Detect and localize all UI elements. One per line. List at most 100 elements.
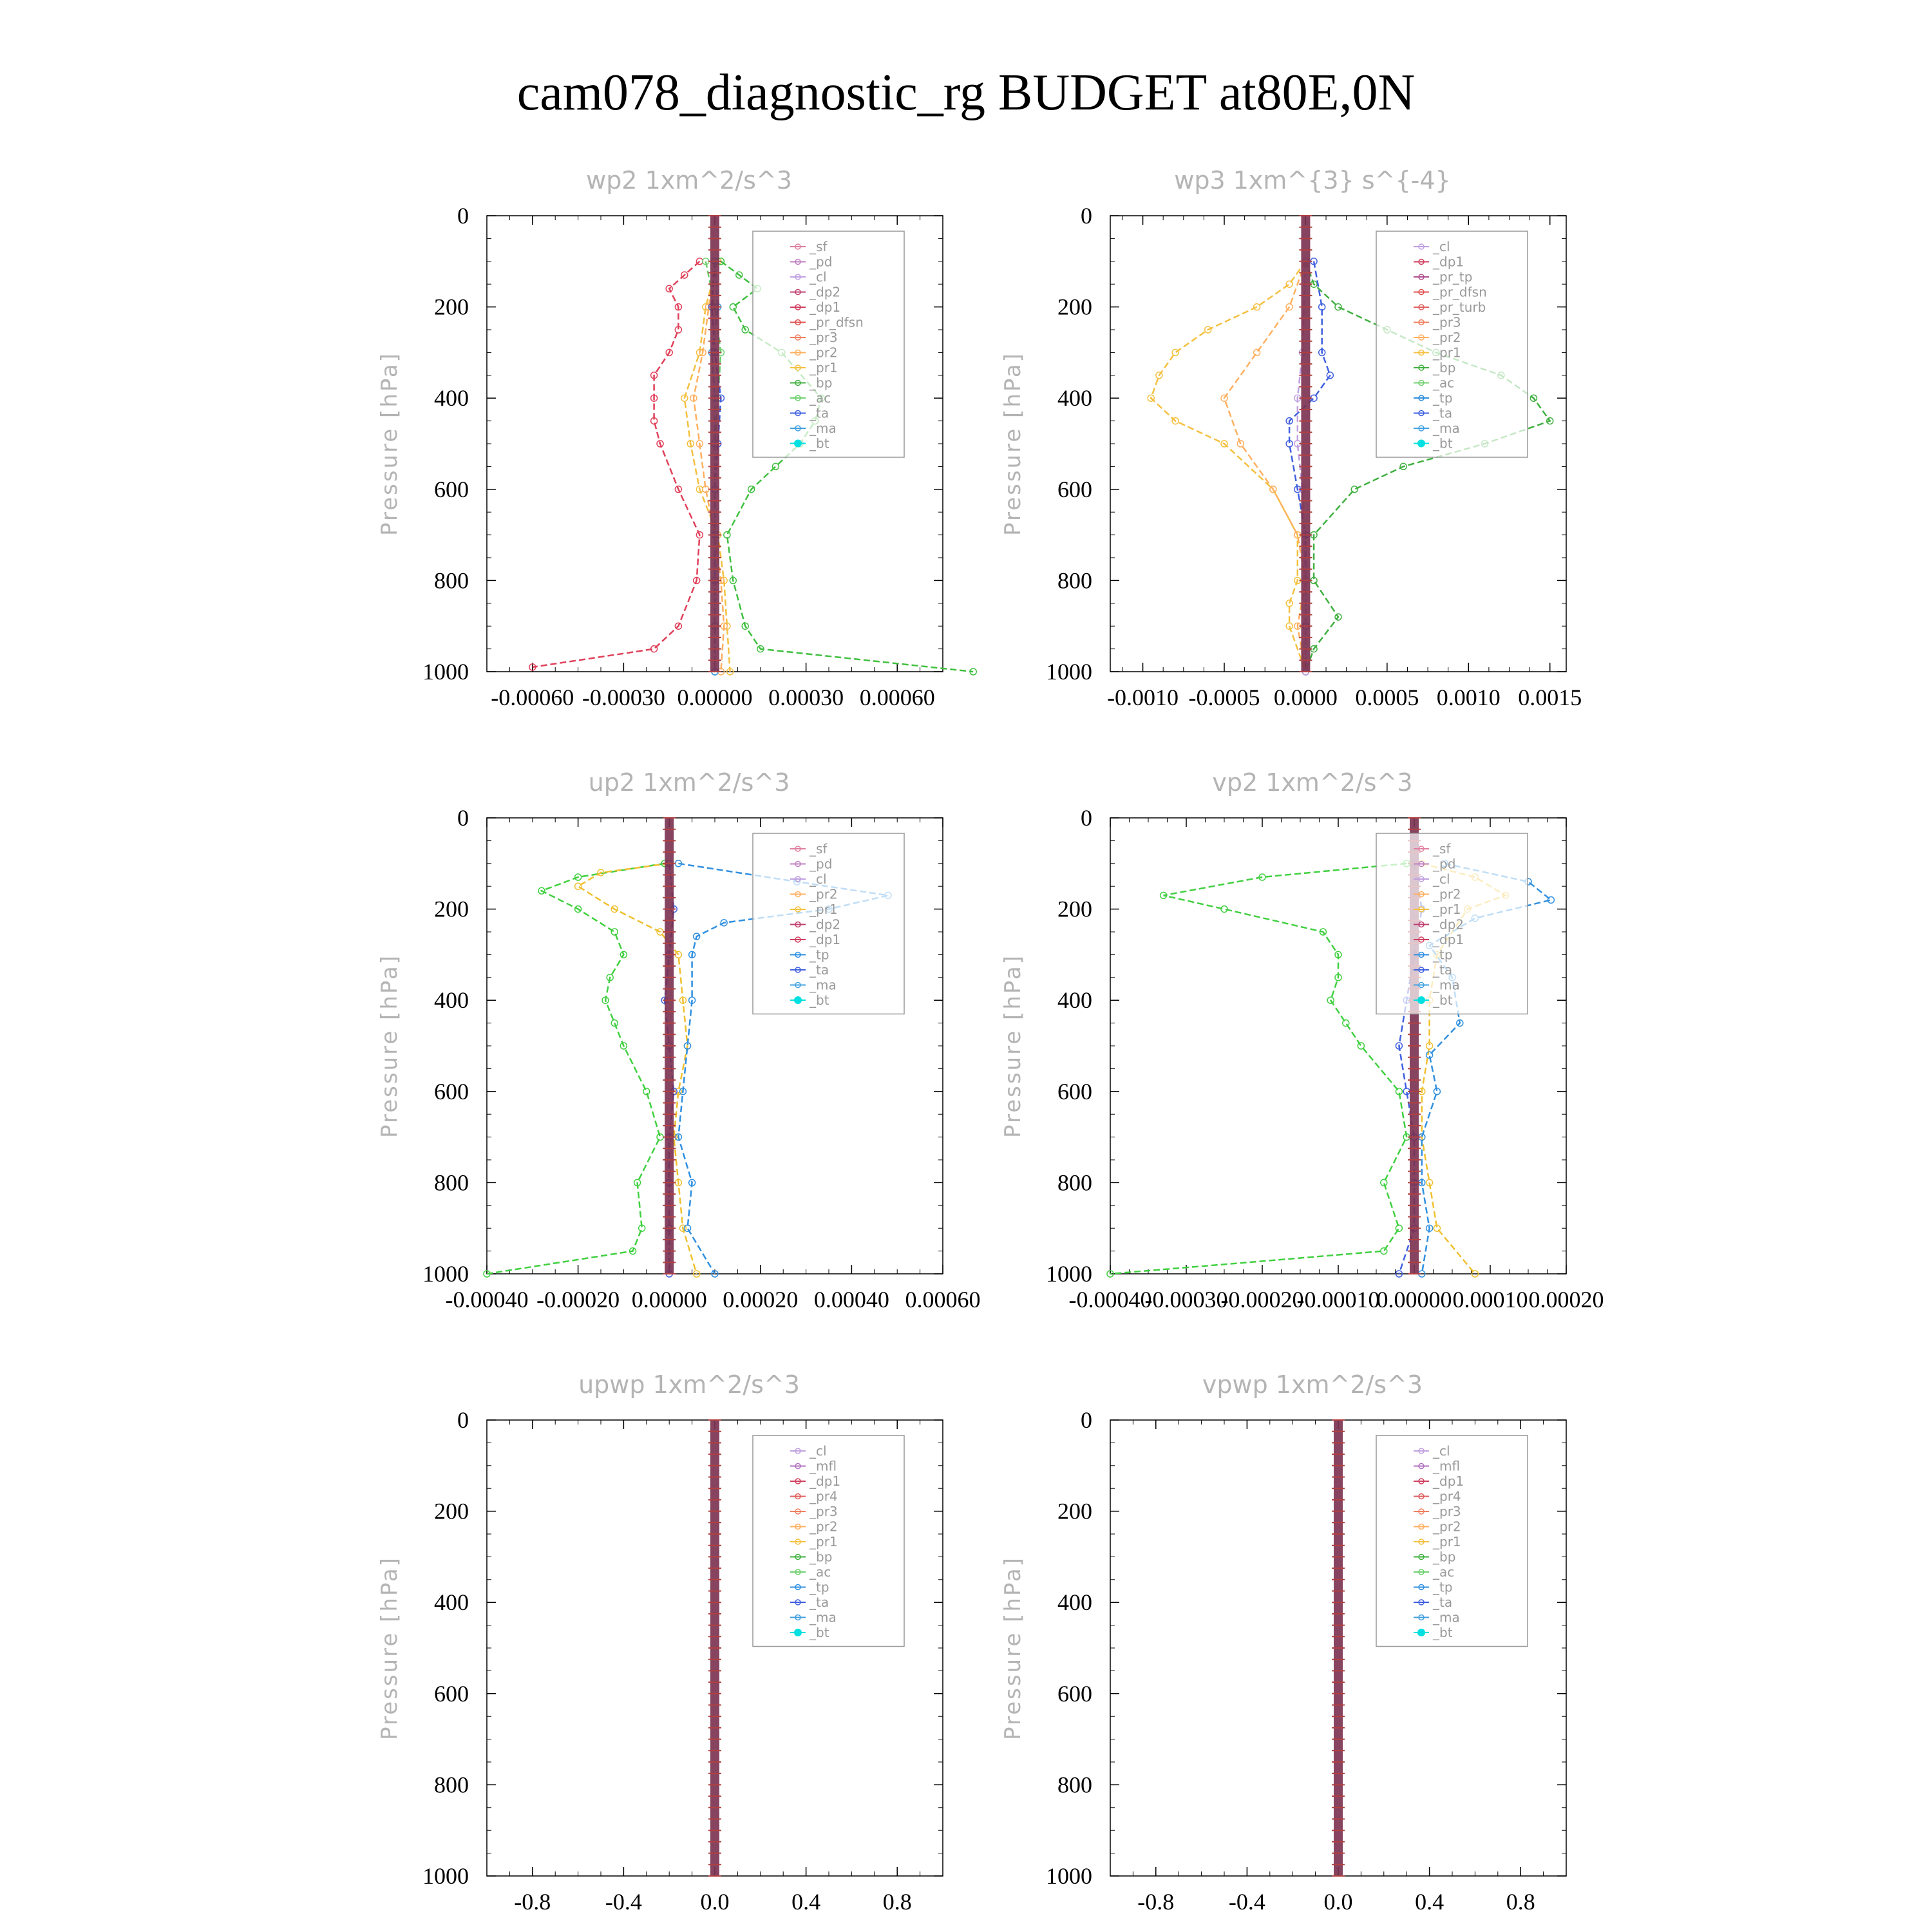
data-point [1425, 1042, 1434, 1050]
y-tick-label: 600 [1057, 1079, 1092, 1104]
data-point [574, 882, 582, 890]
legend: _cl_mfl_dp1_pr4_pr3_pr2_pr1_bp_ac_tp_ta_… [1376, 1435, 1528, 1647]
panel-3: up2 1xm^2/s^3 Pressure [hPa] 0 200 400 600 800… [377, 768, 981, 1312]
data-point [1399, 462, 1407, 471]
data-point [1285, 417, 1293, 425]
data-point [696, 531, 704, 539]
series-line [692, 261, 725, 672]
data-point [1204, 326, 1212, 334]
legend-entry: _ac [809, 390, 831, 406]
y-tick-label: 800 [434, 1170, 469, 1195]
legend-marker [1418, 319, 1425, 326]
legend-marker [795, 395, 801, 401]
legend-marker [795, 876, 801, 882]
legend-marker [794, 439, 802, 448]
x-tick-label: -0.4 [605, 1889, 642, 1915]
data-point [1285, 440, 1293, 448]
panel-title: wp3 1xm^{3} s^{-4} [1174, 166, 1450, 194]
data-point [601, 996, 609, 1004]
x-tick-label: -0.4 [1229, 1889, 1265, 1915]
panel-5: upwp 1xm^2/s^3 Pressure [hPa] 0 200 400 600 80… [377, 1370, 943, 1915]
data-point [679, 996, 687, 1004]
y-axis-label: Pressure [hPa] [1000, 954, 1026, 1138]
y-tick-label: 600 [1057, 477, 1092, 502]
data-point [1236, 440, 1245, 448]
x-tick-label: 0.00020 [723, 1287, 798, 1312]
data-point [741, 326, 749, 334]
x-tick-label: -0.8 [1137, 1889, 1174, 1915]
legend-marker [795, 289, 801, 296]
data-point [1269, 486, 1277, 493]
legend-entry: _ma [1432, 1610, 1460, 1625]
data-point [1380, 1179, 1388, 1187]
legend-marker [1418, 1539, 1425, 1545]
series-line [1288, 261, 1331, 672]
data-point [674, 326, 683, 334]
panel-title: vpwp 1xm^2/s^3 [1202, 1370, 1423, 1399]
y-tick-label: 600 [434, 477, 469, 502]
legend-marker [795, 921, 801, 928]
legend-entry: _dp1 [1432, 932, 1464, 947]
legend: _sf_pd_cl_dp2_dp1_pr_dfsn_pr3_pr2_pr1_bp… [752, 231, 905, 458]
legend: _cl_mfl_dp1_pr4_pr3_pr2_pr1_bp_ac_tp_ta_… [752, 1435, 905, 1647]
data-point [611, 1019, 618, 1027]
legend-marker [1418, 1493, 1425, 1500]
x-tick-label: 0.0 [1324, 1889, 1353, 1915]
legend-marker [795, 981, 801, 989]
data-point [650, 372, 658, 379]
y-tick-label: 0 [457, 1407, 469, 1433]
data-point [683, 1224, 692, 1232]
y-tick-label: 200 [434, 896, 469, 922]
x-tick-label: -0.00010 [1297, 1287, 1380, 1312]
data-point [683, 1042, 692, 1050]
series-line [532, 260, 701, 668]
y-tick-label: 400 [434, 385, 469, 411]
data-point [1285, 280, 1293, 288]
legend-entry: _ta [1432, 1595, 1452, 1610]
legend-marker [1418, 981, 1425, 989]
legend-entry: _cl [1432, 1443, 1450, 1459]
legend-entry: _ma [809, 421, 837, 436]
data-point [1425, 1224, 1434, 1232]
legend-entry: _pr4 [1432, 1489, 1461, 1504]
data-point [1350, 486, 1359, 493]
legend-entry: _pr1 [1432, 1534, 1461, 1549]
x-tick-label: -0.8 [514, 1889, 551, 1915]
data-point [1258, 873, 1266, 881]
legend-marker [1418, 304, 1425, 310]
y-tick-label: 600 [434, 1681, 469, 1707]
legend-marker [1418, 379, 1425, 386]
data-point [692, 933, 701, 940]
x-tick-label: 0.00000 [1377, 1287, 1452, 1312]
legend-marker [1418, 425, 1425, 431]
series-line [486, 862, 665, 1275]
legend-entry: _bt [809, 1625, 829, 1640]
legend-marker [795, 1584, 801, 1591]
data-point [1546, 417, 1554, 425]
data-point [696, 440, 704, 448]
legend-marker [795, 1448, 801, 1454]
legend-entry: _pr2 [1432, 330, 1461, 345]
data-point [1456, 1019, 1464, 1027]
legend-box [752, 833, 905, 1015]
x-tick-label: 0.8 [883, 1889, 912, 1915]
legend-entry: _ta [809, 406, 829, 421]
legend-entry: _tp [1432, 1580, 1453, 1595]
legend-entry: _pr3 [809, 330, 838, 345]
legend-marker [795, 319, 801, 326]
legend-marker [1418, 1463, 1425, 1470]
panel-title: up2 1xm^2/s^3 [589, 768, 790, 797]
legend-marker [1418, 921, 1425, 928]
legend-entry: _bt [809, 436, 829, 451]
y-tick-label: 200 [1057, 294, 1092, 320]
legend-marker [1418, 258, 1425, 265]
legend-marker [795, 258, 801, 265]
legend-marker [1418, 936, 1425, 943]
legend-marker [1418, 1614, 1425, 1621]
legend-entry: _pr4 [809, 1489, 838, 1504]
y-tick-label: 200 [434, 1499, 469, 1524]
x-tick-label: -0.00040 [1069, 1287, 1152, 1312]
x-tick-label: 0.0010 [1437, 685, 1501, 710]
x-tick-label: 0.0 [701, 1889, 730, 1915]
data-point [692, 576, 701, 585]
